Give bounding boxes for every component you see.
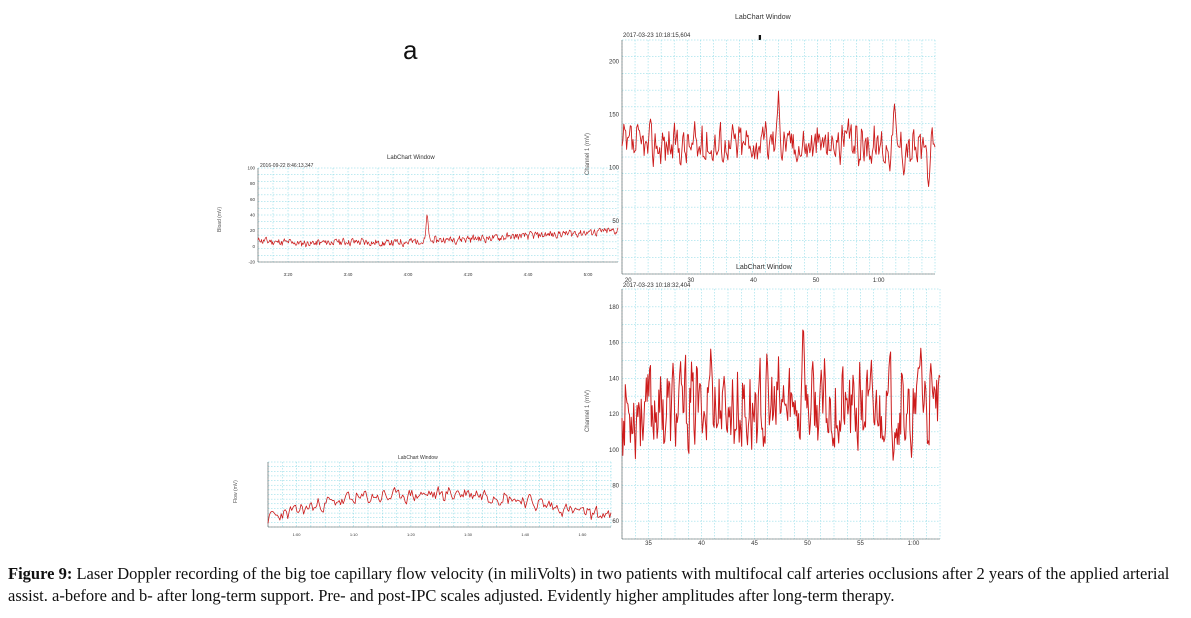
x-tick-label: 1:20	[407, 532, 416, 537]
y-tick-label: 200	[609, 59, 620, 65]
x-tick-label: 45	[751, 541, 758, 547]
y-tick-label: 180	[609, 305, 620, 311]
b-bottom-ylabel: Channel 1 (mV)	[585, 389, 591, 432]
y-tick-label: 140	[609, 376, 620, 382]
y-tick-label: 60	[612, 519, 619, 525]
y-tick-label: 60	[250, 197, 256, 202]
b-top-ylabel: Channel 1 (mV)	[585, 132, 591, 175]
x-tick-label: 30	[688, 278, 695, 284]
series-line-flow	[257, 214, 619, 248]
x-tick-label: 50	[804, 541, 811, 547]
x-tick-label: 1:10	[350, 532, 359, 537]
x-tick-label: 1:30	[464, 532, 473, 537]
b-top-window-title: LabChart Window	[735, 14, 791, 21]
y-tick-label: 80	[250, 181, 256, 186]
chart-a-top: -20 0 20 40 60 80 100 3:20 3:40 4:00 4:20 4:40 5:00	[247, 166, 619, 277]
y-tick-label: 120	[609, 412, 620, 418]
b-bottom-window-title: LabChart Window	[736, 264, 792, 271]
x-tick-label: 1:00	[908, 541, 920, 547]
x-tick-label: 20	[625, 278, 632, 284]
y-tick-label: 20	[250, 228, 256, 233]
x-tick-label: 50	[813, 278, 820, 284]
x-tick-label: 1:00	[293, 532, 302, 537]
a-top-timestamp: 2016-09-22 8:46:13,347	[260, 163, 314, 169]
a-bottom-ylabel: Flow (mV)	[233, 480, 239, 503]
x-tick-label: 1:00	[873, 278, 885, 284]
a-bottom-window-title: LabChart Window	[398, 455, 438, 461]
y-tick-label: 0	[252, 244, 255, 249]
y-tick-label: 40	[250, 213, 256, 218]
panel-label-a: a	[403, 35, 418, 65]
chart-a-bottom: 1:00 1:10 1:20 1:30 1:40 1:50	[267, 461, 612, 537]
y-tick-label: -20	[248, 260, 255, 265]
chart-b-top: 50 100 150 200 20 30 40 50 1:00	[609, 39, 936, 284]
x-tick-label: 40	[750, 278, 757, 284]
y-tick-label: 150	[609, 113, 620, 119]
chart-b-bottom: 60 80 100 120 140 160 180 35 40 45 50 55 1:00	[609, 288, 941, 547]
x-tick-label: 1:50	[579, 532, 588, 537]
y-tick-label: 100	[609, 448, 620, 454]
x-tick-label: 1:40	[521, 532, 530, 537]
x-tick-label: 55	[857, 541, 864, 547]
x-tick-label: 3:20	[284, 272, 293, 277]
caption-label: Figure 9:	[8, 564, 73, 583]
x-tick-label: 5:00	[584, 272, 593, 277]
y-tick-label: 100	[247, 166, 255, 171]
a-top-ylabel: Bload (mV)	[217, 206, 223, 232]
x-tick-label: 40	[698, 541, 705, 547]
a-top-window-title: LabChart Window	[387, 155, 435, 161]
figure-caption: Figure 9: Laser Doppler recording of the…	[8, 563, 1183, 607]
b-bottom-timestamp: 2017-03-23 10:18:32,404	[623, 283, 691, 289]
b-top-timestamp: 2017-03-23 10:18:15,604	[623, 33, 691, 39]
x-tick-label: 4:40	[524, 272, 533, 277]
series-line-flow	[621, 90, 936, 188]
y-tick-label: 160	[609, 341, 620, 347]
series-line-flow	[267, 486, 612, 524]
y-tick-label: 100	[609, 166, 620, 172]
y-tick-label: 50	[612, 219, 619, 225]
x-tick-label: 4:00	[404, 272, 413, 277]
y-tick-label: 80	[612, 484, 619, 490]
series-line-flow	[621, 329, 941, 461]
x-tick-label: 3:40	[344, 272, 353, 277]
x-tick-label: 35	[645, 541, 652, 547]
caption-text: Laser Doppler recording of the big toe c…	[8, 564, 1170, 605]
x-tick-label: 4:20	[464, 272, 473, 277]
